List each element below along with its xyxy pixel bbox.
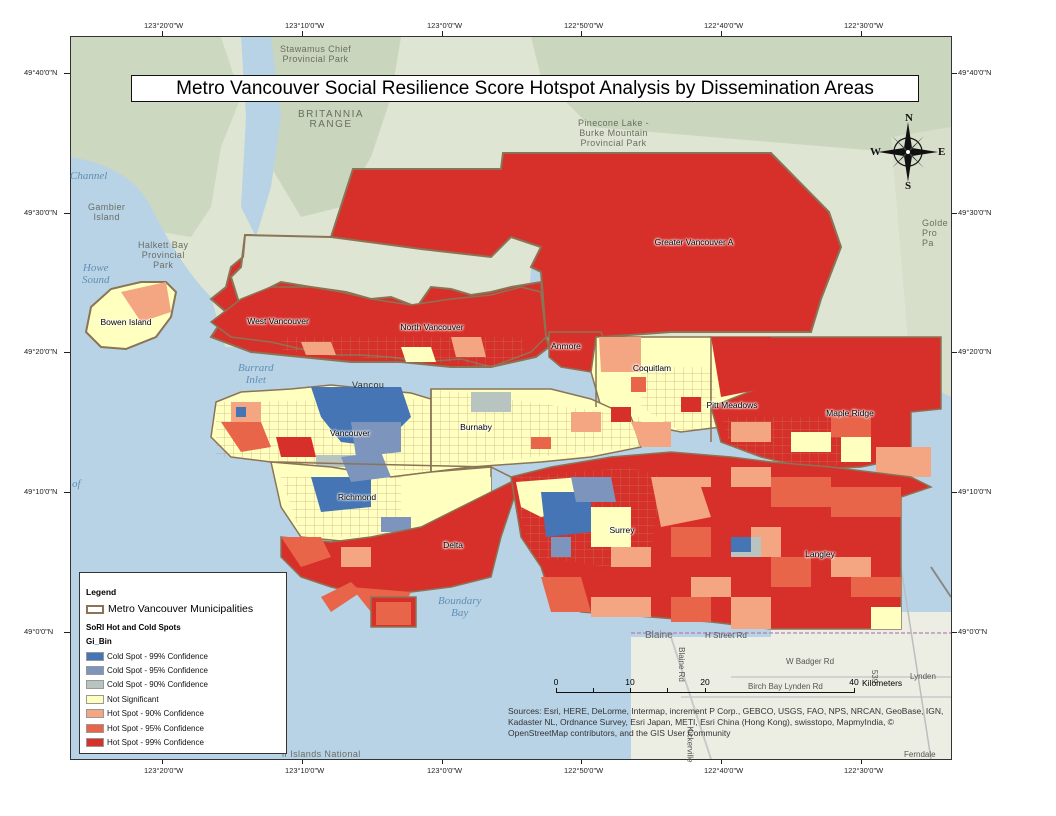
- scale-tick-label: 40: [849, 677, 859, 687]
- muni-label-langley: Langley: [805, 549, 835, 559]
- lat-label: 49°40'0"N: [24, 68, 58, 77]
- water-label-channel: Channel: [70, 170, 108, 182]
- road-label-blaine: Blaine: [645, 630, 673, 641]
- muni-label-burnaby: Burnaby: [460, 422, 492, 432]
- lon-label: 122°50'0"W: [564, 766, 604, 775]
- road-label-birch-bay: Birch Bay Lynden Rd: [748, 682, 823, 691]
- legend-item-label: Hot Spot - 95% Confidence: [107, 723, 204, 733]
- legend-item: Cold Spot - 90% Confidence: [86, 679, 208, 689]
- east-letter: E: [938, 146, 946, 158]
- basemap-label-halkett: Halkett Bay Provincial Park: [138, 240, 189, 270]
- road-label-h-street: H Street Rd: [705, 631, 747, 640]
- legend-boundary-swatch: [86, 605, 104, 614]
- basemap-label-gambier: Gambier Island: [88, 202, 126, 222]
- legend-swatch: [86, 665, 104, 675]
- lat-label: 49°0'0"N: [24, 627, 54, 636]
- scale-bar: 0 10 20 40 Kilometers: [550, 677, 902, 703]
- lon-label: 123°10'0"W: [285, 21, 325, 30]
- legend-swatch: [86, 723, 104, 733]
- lat-label: 49°0'0"N: [958, 627, 988, 636]
- legend-title: Legend: [86, 587, 117, 597]
- legend-item-label: Cold Spot - 99% Confidence: [107, 651, 208, 661]
- compass-rose-icon: [878, 122, 938, 182]
- muni-label-vancouver: Vancouver: [329, 428, 371, 438]
- legend-swatch: [86, 708, 104, 718]
- lat-label: 49°30'0"N: [958, 208, 992, 217]
- lon-label: 123°20'0"W: [144, 21, 184, 30]
- north-letter: N: [905, 112, 913, 124]
- lat-label: 49°40'0"N: [958, 68, 992, 77]
- road-label-ferndale: Ferndale: [904, 750, 936, 759]
- lon-label: 123°0'0"W: [427, 766, 463, 775]
- lon-label: 123°10'0"W: [285, 766, 325, 775]
- legend-item: Cold Spot - 99% Confidence: [86, 651, 208, 661]
- legend-item: Hot Spot - 99% Confidence: [86, 737, 204, 747]
- basemap-label-vancouver: Vancou: [352, 380, 385, 390]
- legend-swatch: [86, 651, 104, 661]
- water-label-burrard-inlet: Burrard Inlet: [238, 362, 274, 386]
- map-title: Metro Vancouver Social Resilience Score …: [131, 75, 919, 102]
- legend-layer-title: SoRI Hot and Cold Spots: [86, 623, 181, 632]
- basemap-label-golden: Golde Pro Pa: [922, 218, 949, 248]
- lat-label: 49°20'0"N: [958, 347, 992, 356]
- lat-label: 49°10'0"N: [958, 487, 992, 496]
- lon-label: 123°0'0"W: [427, 21, 463, 30]
- lon-label: 122°30'0"W: [844, 766, 884, 775]
- scale-tick-label: 10: [625, 677, 635, 687]
- lon-label: 122°50'0"W: [564, 21, 604, 30]
- legend-item: Hot Spot - 95% Confidence: [86, 723, 204, 733]
- legend-swatch: [86, 679, 104, 689]
- road-label-lynden: Lynden: [910, 672, 936, 681]
- sori-polygons[interactable]: [84, 152, 942, 630]
- lat-label: 49°30'0"N: [24, 208, 58, 217]
- legend-item-label: Cold Spot - 95% Confidence: [107, 665, 208, 675]
- map-attribution: Sources: Esri, HERE, DeLorme, Intermap, …: [508, 706, 944, 738]
- water-label-of: of: [72, 478, 81, 490]
- scale-tick-label: 20: [700, 677, 710, 687]
- muni-label-surrey: Surrey: [609, 525, 635, 535]
- south-letter: S: [905, 180, 912, 192]
- lon-label: 122°30'0"W: [844, 21, 884, 30]
- legend-swatch: [86, 694, 104, 704]
- water-label-howe-sound: Howe Sound: [82, 262, 110, 286]
- legend-item-label: Cold Spot - 90% Confidence: [107, 679, 208, 689]
- muni-label-west-vancouver: West Vancouver: [247, 316, 309, 326]
- scale-tick-label: 0: [553, 677, 559, 687]
- west-letter: W: [870, 146, 881, 158]
- basemap-label-islands: lf Islands National: [282, 749, 361, 759]
- muni-label-delta: Delta: [443, 540, 463, 550]
- lon-label: 122°40'0"W: [704, 21, 744, 30]
- north-arrow: N S E W: [870, 112, 946, 192]
- muni-label-greater-vancouver-a: Greater Vancouver A: [654, 237, 734, 247]
- muni-label-bowen-island: Bowen Island: [100, 317, 152, 327]
- legend-item-label: Not Significant: [107, 694, 159, 704]
- legend-item-label: Hot Spot - 90% Confidence: [107, 708, 204, 718]
- legend: Legend Metro Vancouver Municipalities So…: [79, 572, 287, 754]
- legend-item-label: Hot Spot - 99% Confidence: [107, 737, 204, 747]
- muni-label-maple-ridge: Maple Ridge: [826, 408, 874, 418]
- muni-label-anmore: Anmore: [551, 341, 581, 351]
- legend-boundary-label: Metro Vancouver Municipalities: [108, 603, 254, 615]
- legend-item: Hot Spot - 90% Confidence: [86, 708, 204, 718]
- legend-swatch: [86, 737, 104, 747]
- muni-label-north-vancouver: North Vancouver: [400, 322, 464, 332]
- basemap-label-stawamus: Stawamus Chief Provincial Park: [280, 44, 352, 64]
- lat-label: 49°20'0"N: [24, 347, 58, 356]
- scale-unit: Kilometers: [862, 678, 903, 688]
- legend-field-title: Gi_Bin: [86, 637, 112, 646]
- legend-item: Cold Spot - 95% Confidence: [86, 665, 208, 675]
- water-label-boundary-bay: Boundary Bay: [438, 595, 482, 619]
- muni-label-pitt-meadows: Pitt Meadows: [706, 400, 758, 410]
- lon-label: 122°40'0"W: [704, 766, 744, 775]
- muni-label-coquitlam: Coquitlam: [632, 363, 672, 373]
- legend-item: Not Significant: [86, 694, 159, 704]
- basemap-label-pinecone: Pinecone Lake - Burke Mountain Provincia…: [578, 118, 650, 148]
- basemap-label-britannia: BRITANNIA RANGE: [298, 109, 365, 130]
- road-label-badger: W Badger Rd: [786, 657, 835, 666]
- lat-label: 49°10'0"N: [24, 487, 58, 496]
- muni-label-richmond: Richmond: [337, 492, 377, 502]
- lon-label: 123°20'0"W: [144, 766, 184, 775]
